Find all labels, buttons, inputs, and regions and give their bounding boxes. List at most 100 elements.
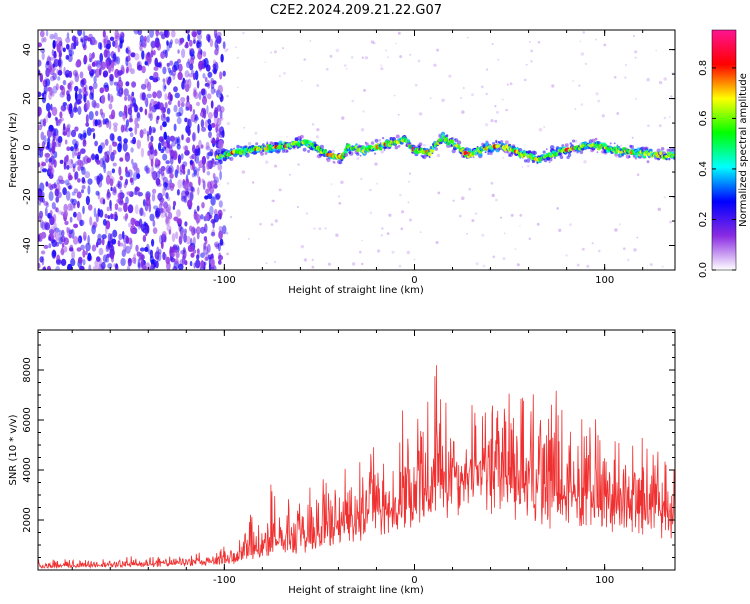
spectrogram-noise-blob <box>183 233 188 243</box>
spectrogram-noise-blob <box>162 66 167 75</box>
spectrogram-noise-blob <box>160 113 166 122</box>
spectrogram-noise-blob <box>109 73 114 82</box>
spectrogram-noise-blob <box>193 228 198 234</box>
spectrogram-noise-blob <box>50 229 56 239</box>
spectrogram-noise-blob <box>112 229 118 238</box>
spectrogram-noise-blob <box>164 49 168 59</box>
spectrogram-noise-blob <box>68 70 73 78</box>
spectrogram-noise-blob <box>207 112 213 119</box>
spectrogram-noise-blob <box>48 61 53 69</box>
spectrogram-faint-dot <box>582 31 586 34</box>
spectrogram-signal-point <box>397 144 401 148</box>
spectrogram-noise-blob <box>39 30 45 38</box>
colorbar-gradient <box>712 30 736 270</box>
spectrogram-noise-blob <box>51 91 55 97</box>
spectrogram-noise-blob <box>124 126 129 133</box>
spectrogram-faint-dot <box>226 182 230 185</box>
spectrogram-noise-blob <box>170 39 173 45</box>
spectrogram-noise-blob <box>77 151 82 156</box>
spectrogram-noise-blob <box>56 43 61 53</box>
spectrogram-noise-blob <box>198 60 204 70</box>
spectrogram-noise-blob <box>111 168 116 174</box>
spectrogram-noise-blob <box>120 124 125 133</box>
spectrogram-faint-dot <box>330 183 333 186</box>
spectrogram-noise-blob <box>48 191 54 202</box>
spectrogram-faint-dot <box>222 208 226 212</box>
spectrogram-faint-dot <box>616 112 620 115</box>
colorbar-frame <box>711 29 737 271</box>
spectrogram-noise-blob <box>127 94 131 102</box>
spectrogram-noise-blob <box>145 196 151 207</box>
spectrogram-signal-point <box>553 156 556 159</box>
spectrogram-noise-blob <box>156 90 162 99</box>
spectrogram-noise-blob <box>198 47 202 55</box>
spectrogram-signal-point <box>307 149 311 153</box>
spectrogram-noise-blob <box>130 217 136 226</box>
spectrogram-noise-blob <box>73 211 77 218</box>
spectrogram-noise-blob <box>134 117 138 127</box>
spectrogram-faint-dot <box>436 153 441 158</box>
spectrogram-faint-dot <box>237 86 239 89</box>
spectrogram-noise-blob <box>99 52 103 63</box>
spectrogram-noise-blob <box>209 38 214 48</box>
spectrogram-noise-blob <box>87 234 90 245</box>
spectrogram-noise-blob <box>62 187 67 196</box>
spectrogram-noise-blob <box>127 257 132 267</box>
spectrogram-noise-blob <box>123 202 128 213</box>
spectrogram-noise-blob <box>162 78 166 83</box>
spectrogram-noise-blob <box>215 33 218 42</box>
spectrogram-noise-blob <box>134 125 138 135</box>
spectrogram-noise-blob <box>46 141 50 149</box>
spectrogram-signal-point <box>445 134 449 137</box>
spectrogram-noise-blob <box>61 243 65 248</box>
spectrogram-noise-blob <box>173 104 178 113</box>
spectrogram-noise-blob <box>166 62 170 67</box>
spectrogram-noise-blob <box>80 244 85 250</box>
spectrogram-faint-dot <box>254 131 258 135</box>
spectrogram-noise-blob <box>200 252 205 258</box>
spectrogram-noise-blob <box>207 181 213 191</box>
spectrogram-noise-blob <box>143 35 147 43</box>
spectrogram-noise-blob <box>219 71 223 80</box>
spectrogram-signal-point <box>365 142 369 146</box>
spectrogram-noise-blob <box>103 49 108 58</box>
spectrogram-noise-blob <box>205 141 210 150</box>
spectrogram-noise-blob <box>150 158 154 167</box>
spectrogram-noise-blob <box>124 152 131 162</box>
spectrogram-noise-blob <box>158 142 162 152</box>
spectrogram-noise-blob <box>149 152 155 162</box>
spectrogram-noise-blob <box>178 263 184 270</box>
spectrogram-faint-dot <box>516 263 520 267</box>
spectrogram-noise-blob <box>118 166 122 176</box>
spectrogram-signal-point <box>255 142 259 146</box>
spectrogram-noise-blob <box>77 178 81 183</box>
spectrogram-noise-blob <box>169 60 174 66</box>
spectrogram-signal-point <box>418 142 423 147</box>
spectrogram-noise-blob <box>205 188 210 195</box>
spectrogram-noise-blob <box>126 265 131 270</box>
spectrogram-noise-blob <box>54 188 59 197</box>
spectrogram-noise-blob <box>84 90 89 96</box>
spectrogram-noise-blob <box>193 169 197 177</box>
spectrogram-signal-point <box>380 146 383 149</box>
spectrogram-noise-blob <box>106 59 109 70</box>
spectrogram-noise-blob <box>114 211 118 218</box>
spectrogram-noise-blob <box>180 153 184 160</box>
spectrogram-signal-point <box>542 150 546 154</box>
spectrogram-faint-dot <box>338 201 342 205</box>
spectrogram-faint-dot <box>591 242 594 245</box>
spectrogram-noise-blob <box>142 128 147 135</box>
spectrogram-noise-blob <box>112 122 118 127</box>
spectrogram-signal-point <box>617 146 620 149</box>
spectrogram-faint-dot <box>337 195 341 198</box>
spectrogram-noise-blob <box>83 54 88 64</box>
spectrogram-noise-blob <box>61 229 65 237</box>
spectrogram-noise-blob <box>167 211 173 220</box>
spectrogram-noise-blob <box>208 131 212 139</box>
spectrogram-noise-blob <box>76 211 82 222</box>
spectrogram-noise-blob <box>86 127 92 136</box>
spectrogram-faint-dot <box>509 82 513 86</box>
spectrogram-noise-blob <box>74 90 78 101</box>
spectrogram-signal-point <box>343 152 349 157</box>
spectrogram-faint-dot <box>380 64 382 67</box>
